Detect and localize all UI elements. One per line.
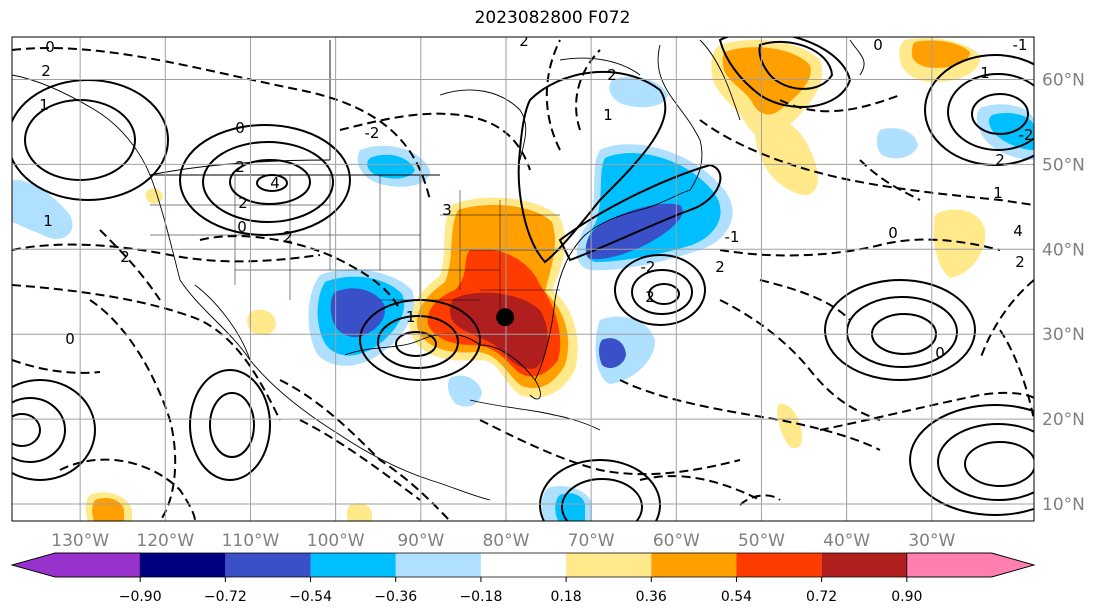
colorbar-tick-label: 0.18 <box>551 589 582 605</box>
contour-label: -1 <box>401 308 416 326</box>
colorbar-tick-label: 0.90 <box>891 589 922 605</box>
longitude-label: 90°W <box>397 531 444 551</box>
contour-label: -1 <box>1013 36 1028 54</box>
map-title: 2023082800 F072 <box>474 8 631 28</box>
contour-label: 2 <box>235 158 245 176</box>
contour-label: 2 <box>238 194 248 212</box>
colorbar-tick-label: 0.54 <box>721 589 752 605</box>
contour-label: 0 <box>873 36 883 54</box>
longitude-label: 110°W <box>222 531 280 551</box>
longitude-label: 70°W <box>568 531 615 551</box>
longitude-label: 60°W <box>653 531 700 551</box>
colorbar: −0.90 −0.72 −0.54 −0.36 −0.18 0.18 0.36 0.54 0.7… <box>10 552 1036 605</box>
longitude-label: 100°W <box>307 531 365 551</box>
contours-negative <box>12 39 1034 521</box>
contour-label: 1 <box>39 96 49 114</box>
contour-label: 0 <box>235 119 245 137</box>
colorbar-frame <box>10 552 1036 578</box>
contour-label: -2 <box>365 124 380 142</box>
contour-label: 1 <box>603 106 613 124</box>
longitude-label: 50°W <box>738 531 785 551</box>
colorbar-segment <box>480 553 567 577</box>
contour-label: 1 <box>993 184 1003 202</box>
longitude-label: 120°W <box>136 531 194 551</box>
colorbar-segment <box>736 553 822 577</box>
latitude-label: 10°N <box>1042 495 1085 515</box>
contours-positive <box>12 37 1034 521</box>
contour-label: 2 <box>120 248 130 266</box>
contour-label: -2 <box>1019 126 1034 144</box>
colorbar-segment <box>310 553 396 577</box>
colorbar-segment <box>566 553 652 577</box>
gridlines <box>12 37 1034 521</box>
contour-label: 2 <box>715 258 725 276</box>
contour-label: 0 <box>45 38 55 56</box>
longitude-label: 30°W <box>908 531 955 551</box>
latitude-label: 50°N <box>1042 155 1085 175</box>
latitude-label: 40°N <box>1042 240 1085 260</box>
contour-label: -1 <box>725 228 740 246</box>
longitude-label: 40°W <box>823 531 870 551</box>
contour-label: 2 <box>607 66 617 84</box>
longitude-label: 80°W <box>482 531 529 551</box>
longitude-labels: 130°W 120°W 110°W 100°W 90°W 80°W 70°W 60°W 50°W… <box>51 531 955 551</box>
contour-label: 2 <box>41 62 51 80</box>
colorbar-segment <box>140 553 226 577</box>
colorbar-tick-label: −0.72 <box>204 589 247 605</box>
cold-region-gulf-core <box>330 288 385 338</box>
contour-label: 2 <box>519 32 529 50</box>
colorbar-tick-label: 0.36 <box>636 589 667 605</box>
colorbar-over-extension <box>906 552 1036 578</box>
contour-label: -2 <box>641 258 656 276</box>
longitude-label: 130°W <box>51 531 109 551</box>
colorbar-tick-label: −0.18 <box>459 589 502 605</box>
warm-region-core <box>449 292 548 369</box>
contour-label: 0 <box>888 224 898 242</box>
state-borders <box>150 175 560 320</box>
latitude-label: 30°N <box>1042 325 1085 345</box>
colorbar-segment <box>651 553 737 577</box>
colorbar-tick-label: −0.54 <box>289 589 332 605</box>
contour-label: 0 <box>65 330 75 348</box>
contour-label: 2 <box>995 151 1005 169</box>
contour-label: 1 <box>980 64 990 82</box>
colorbar-tick-label: −0.90 <box>119 589 162 605</box>
colorbar-segment <box>821 553 907 577</box>
contour-label: 4 <box>1013 222 1023 240</box>
colorbar-tick-label: −0.36 <box>374 589 417 605</box>
map-frame <box>11 36 1035 522</box>
contour-label: 3 <box>442 201 452 219</box>
contour-label: 2 <box>283 228 293 246</box>
colorbar-tick-label: 0.72 <box>806 589 837 605</box>
contour-label: 2 <box>1015 253 1025 271</box>
location-marker <box>496 308 515 327</box>
colorbar-under-extension <box>10 552 141 578</box>
latitude-labels: 10°N 20°N 30°N 40°N 50°N 60°N <box>1042 70 1085 515</box>
colorbar-segment <box>225 553 311 577</box>
contour-label: 1 <box>43 212 53 230</box>
contour-label: 0 <box>237 218 247 236</box>
colorbar-segment <box>395 553 481 577</box>
contour-label: 0 <box>935 344 945 362</box>
contour-label: 4 <box>270 174 280 192</box>
contour-label: 2 <box>645 288 655 306</box>
cold-region-ne-core <box>585 203 683 260</box>
latitude-label: 20°N <box>1042 410 1085 430</box>
latitude-label: 60°N <box>1042 70 1085 90</box>
